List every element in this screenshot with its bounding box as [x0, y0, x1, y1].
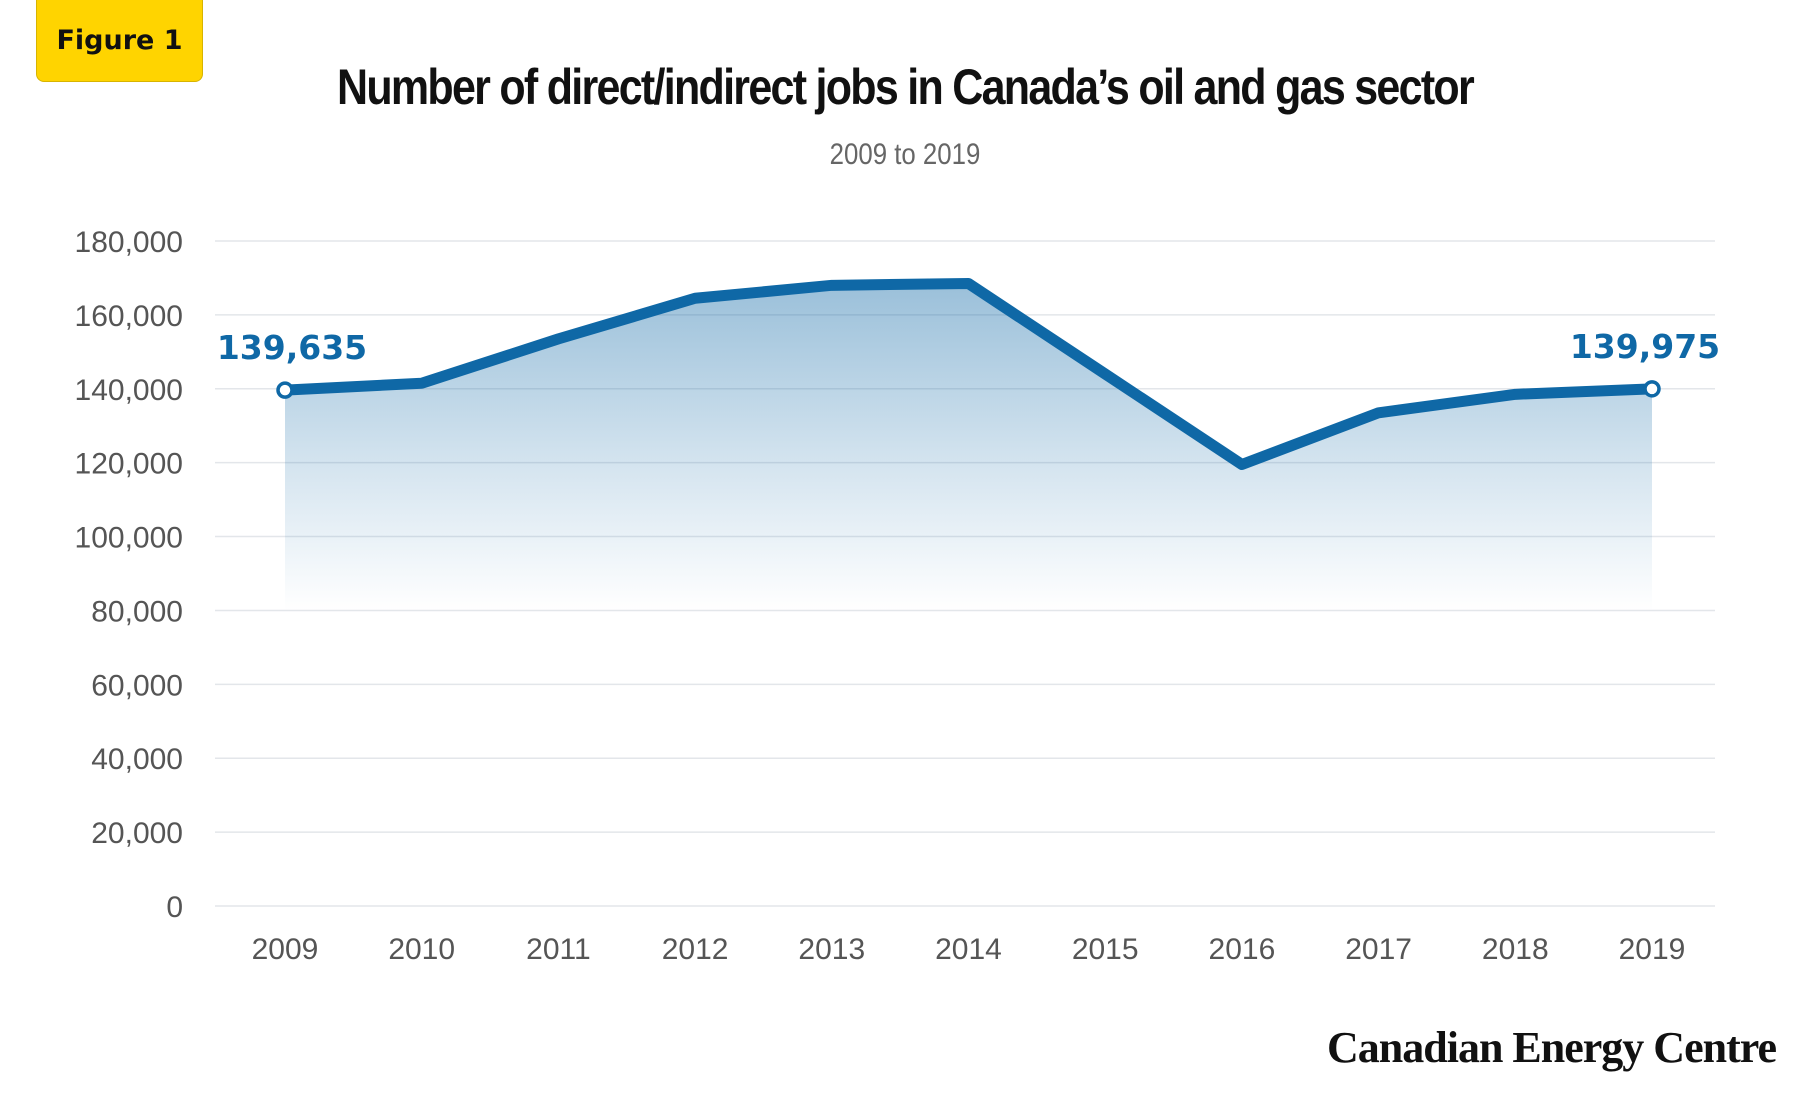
y-tick-label: 140,000	[75, 374, 183, 407]
line-area-chart: 0 20,000 40,000 60,000 80,000 100,000 120,000 1…	[75, 226, 1721, 966]
y-tick-label: 180,000	[75, 226, 183, 259]
x-tick-label: 2017	[1345, 933, 1412, 966]
x-tick-label: 2010	[388, 933, 455, 966]
figure-badge: Figure 1	[36, 0, 203, 82]
y-tick-label: 60,000	[91, 669, 183, 702]
y-tick-label: 120,000	[75, 448, 183, 481]
y-tick-label: 20,000	[91, 817, 183, 850]
brand-logo: Canadian Energy Centre	[1327, 1023, 1777, 1072]
chart-subtitle: 2009 to 2019	[829, 138, 981, 171]
data-point-marker	[276, 381, 294, 399]
x-tick-label: 2014	[935, 933, 1002, 966]
x-tick-label: 2016	[1209, 933, 1276, 966]
x-tick-label: 2012	[662, 933, 729, 966]
x-tick-label: 2009	[252, 933, 319, 966]
data-label: 139,975	[1570, 327, 1720, 366]
data-label: 139,635	[217, 328, 367, 367]
data-point-marker	[1643, 380, 1661, 398]
area-fill	[285, 283, 1652, 611]
y-tick-label: 100,000	[75, 522, 183, 555]
y-tick-label: 0	[166, 891, 183, 924]
x-tick-label: 2011	[526, 933, 591, 966]
y-tick-label: 160,000	[75, 300, 183, 333]
y-tick-label: 40,000	[91, 743, 183, 776]
x-tick-label: 2019	[1619, 933, 1686, 966]
x-tick-label: 2013	[798, 933, 865, 966]
x-tick-label: 2018	[1482, 933, 1549, 966]
x-tick-label: 2015	[1072, 933, 1139, 966]
chart-title: Number of direct/indirect jobs in Canada…	[337, 59, 1475, 115]
y-tick-label: 80,000	[91, 595, 183, 628]
series-line	[279, 277, 1658, 471]
